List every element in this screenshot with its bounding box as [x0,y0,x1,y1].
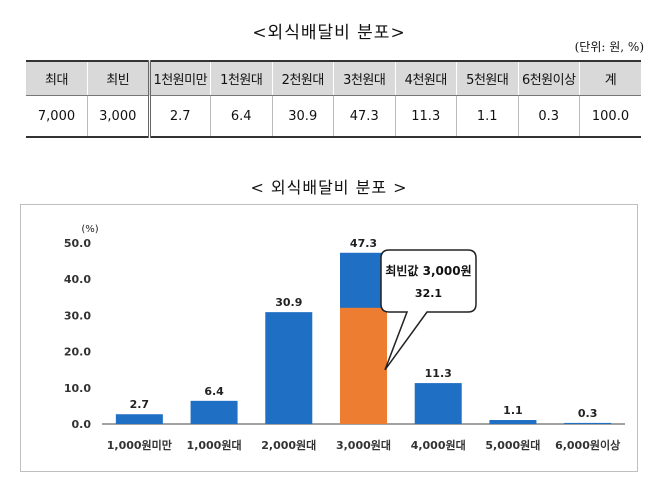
y-tick-label: 50.0 [64,237,91,250]
value-cell-2000s: 30.9 [271,95,334,138]
data-label: 47.3 [350,237,377,250]
value-cell-6000-plus: 0.3 [517,95,580,138]
table-row: 7,000 3,000 2.7 6.4 30.9 47.3 11.3 1.1 0… [26,95,641,138]
data-label: 2.7 [130,398,150,411]
header-cell-1000s: 1천원대 [210,60,272,96]
y-tick-label: 10.0 [64,382,91,395]
bar [489,420,537,424]
value-cell-under-1000: 2.7 [147,95,211,138]
data-label: 0.3 [578,407,598,420]
chart-title: < 외식배달비 분포 > [250,178,408,197]
x-tick-label: 2,000원대 [261,438,316,452]
callout-label: 최빈값 3,000원 [385,263,471,278]
y-axis-unit: (%) [81,224,98,235]
callout-bubble [380,249,477,371]
header-cell-mode: 최빈 [87,60,149,96]
value-cell-mode: 3,000 [87,95,149,138]
data-label: 30.9 [275,296,302,309]
header-cell-3000s: 3천원대 [333,60,395,96]
y-tick-label: 20.0 [64,346,91,359]
value-cell-1000s: 6.4 [210,95,272,138]
value-cell-3000s: 47.3 [333,95,395,138]
y-tick-label: 0.0 [72,418,92,431]
bar [190,400,238,424]
x-tick-label: 6,000원이상 [555,438,620,452]
table-header-row: 최대 최빈 1천원미만 1천원대 2천원대 3천원대 4천원대 5천원대 6천원… [26,60,641,96]
data-label: 1.1 [503,404,523,417]
data-label: 6.4 [204,385,224,398]
header-cell-6000-plus: 6천원이상 [517,60,580,96]
y-tick-label: 30.0 [64,309,91,322]
header-cell-max: 최대 [26,60,88,96]
header-cell-2000s: 2천원대 [271,60,334,96]
header-cell-total: 계 [579,60,641,96]
bar [414,383,462,424]
callout-value: 32.1 [415,287,442,300]
x-tick-label: 1,000원대 [187,438,242,452]
bar [564,422,612,424]
x-tick-label: 5,000원대 [485,438,540,452]
chart-frame: (%) 0.0 10.0 20.0 30.0 40.0 50.0 2.7 1,000원미만 6.4… [20,204,638,472]
bar-highlight-segment [340,307,387,424]
data-label: 11.3 [425,367,452,380]
bar [265,312,313,424]
value-cell-4000s: 11.3 [394,95,457,138]
value-cell-total: 100.0 [579,95,641,138]
table-unit: (단위: 원, %) [574,40,644,54]
header-cell-4000s: 4천원대 [394,60,457,96]
distribution-table: 최대 최빈 1천원미만 1천원대 2천원대 3천원대 4천원대 5천원대 6천원… [26,60,641,138]
value-cell-5000s: 1.1 [456,95,518,138]
y-tick-label: 40.0 [64,273,91,286]
header-cell-under-1000: 1천원미만 [147,60,211,96]
bar-chart: (%) 0.0 10.0 20.0 30.0 40.0 50.0 2.7 1,000원미만 6.4… [64,224,625,452]
x-tick-label: 3,000원대 [336,438,391,452]
x-tick-label: 1,000원미만 [107,438,172,452]
table-title: <외식배달비 분포> [252,23,406,43]
header-cell-5000s: 5천원대 [456,60,518,96]
bar [115,414,163,424]
x-tick-label: 4,000원대 [411,438,466,452]
value-cell-max: 7,000 [26,95,88,138]
